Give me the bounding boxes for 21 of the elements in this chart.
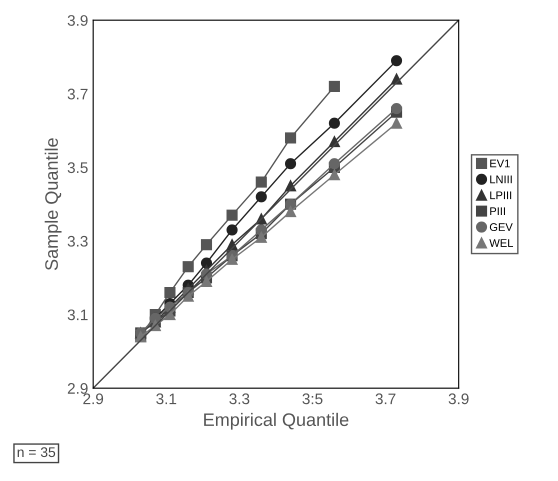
legend-label: LPIII [490, 191, 512, 200]
x-tick-label: 3.1 [156, 393, 176, 404]
x-tick-label: 3:5 [302, 393, 322, 404]
y-tick-label: 2.9 [68, 383, 88, 394]
legend-label: LNIII [490, 176, 512, 184]
x-tick-label: 3.3 [229, 393, 250, 404]
text: n = 35 [18, 447, 56, 458]
x-axis-title: Empirical Quantile [204, 412, 348, 430]
y-axis-title: Sample Quantile [44, 138, 62, 270]
x-tick-label: 3.7 [376, 393, 396, 404]
legend-label: EV1 [490, 160, 510, 168]
y-tick-label: 3.5 [68, 162, 88, 174]
legend-label: GEV [490, 223, 513, 232]
x-tick-label: 3.9 [448, 393, 469, 404]
x-tick-label: 2.9 [83, 393, 104, 404]
legend-label: PIII [490, 207, 505, 216]
y-tick-label: 3.7 [68, 88, 88, 100]
y-tick-label: 3.3 [68, 236, 88, 247]
legend-label: WEL [489, 239, 514, 247]
y-tick-label: 3.9 [68, 15, 88, 26]
y-tick-label: 3.1 [68, 309, 88, 320]
